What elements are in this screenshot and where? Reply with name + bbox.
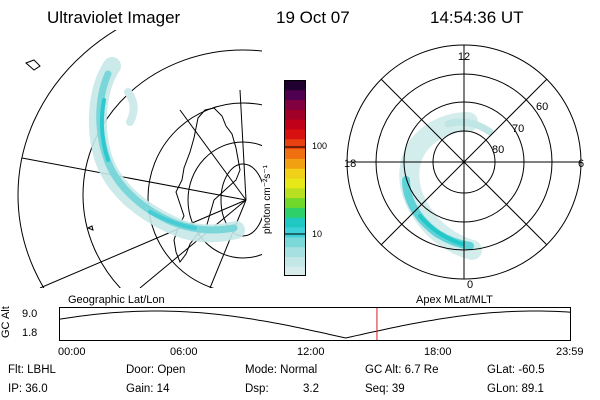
coastline — [86, 225, 94, 231]
colorbar-tick-label: 100 — [312, 141, 328, 151]
meridian-line — [209, 199, 247, 288]
instrument-title: Ultraviolet Imager — [47, 8, 181, 27]
meridian-line — [139, 199, 247, 288]
meridian-line — [179, 109, 247, 201]
colorbar-cell — [284, 109, 306, 120]
seq-readout: Seq: 39 — [365, 383, 405, 395]
auroral-oval — [88, 57, 245, 243]
timeline-y-tick: 9.0 — [22, 308, 38, 320]
timeline-x-tick: 23:59 — [556, 346, 584, 358]
timeline-x-tick: 00:00 — [58, 346, 86, 358]
mlat-label: 70 — [512, 123, 524, 135]
glat-readout: GLat: -60.5 — [487, 364, 545, 376]
mode-readout: Mode: Normal — [245, 364, 318, 376]
timeline-x-tick: 06:00 — [170, 346, 198, 358]
colorbar-cell — [284, 80, 306, 91]
latitude-arc — [82, 49, 262, 288]
mlt-axis — [380, 78, 548, 246]
colorbar-cell — [284, 187, 306, 199]
auroral-oval — [399, 112, 494, 260]
colorbar-cell — [284, 227, 306, 238]
colorbar-cell — [284, 168, 306, 179]
timeline-y-tick: 1.8 — [22, 327, 38, 339]
ip-readout: IP: 36.0 — [8, 383, 48, 395]
coastline — [25, 59, 41, 71]
colorbar-cell — [284, 236, 306, 248]
meridian-line — [21, 157, 247, 201]
orbit-altitude-curve — [59, 310, 572, 339]
mlat-label: 60 — [536, 101, 548, 113]
colorbar-cell — [284, 207, 306, 218]
gain-readout: Gain: 14 — [126, 383, 170, 395]
door-readout: Door: Open — [126, 364, 186, 376]
latitude-arc — [17, 30, 117, 288]
mlt-label-midnight: 0 — [467, 279, 473, 290]
colorbar-cell — [284, 89, 306, 101]
colorbar-cell — [284, 266, 306, 276]
latitude-arc — [147, 102, 262, 288]
timeline-x-tick: 18:00 — [424, 346, 452, 358]
gc-alt-readout: GC Alt: 6.7 Re — [365, 364, 439, 376]
polar-plot-panel: 12 18 6 0 60 70 80 — [344, 44, 584, 290]
geographic-map-panel — [17, 30, 262, 288]
colorbar-unit-label: photon cm⁻²s⁻¹ — [262, 165, 273, 234]
colorbar — [284, 80, 306, 276]
colorbar-cell — [284, 217, 306, 228]
colorbar-cell — [284, 158, 306, 169]
colorbar-cell — [284, 99, 306, 110]
latitude-arc — [220, 163, 262, 237]
dsp-label: Dsp: — [245, 383, 269, 395]
glon-readout: GLon: 89.1 — [487, 383, 544, 395]
colorbar-cell — [284, 178, 306, 189]
colorbar-cell — [284, 138, 306, 150]
colorbar-cell — [284, 148, 306, 159]
time-label: 14:54:36 UT — [430, 8, 524, 27]
colorbar-cell — [284, 246, 306, 257]
geographic-panel-label: Geographic Lat/Lon — [68, 294, 165, 306]
date-label: 19 Oct 07 — [276, 8, 350, 27]
colorbar-cell — [284, 119, 306, 130]
dsp-value: 3.2 — [303, 383, 319, 395]
colorbar-cell — [284, 197, 306, 208]
filter-readout: Flt: LBHL — [8, 364, 56, 376]
timeline-y-axis-label: GC Alt — [0, 306, 12, 338]
mlt-label-dusk: 18 — [344, 158, 356, 170]
meridian-line — [239, 89, 247, 201]
colorbar-cell — [284, 256, 306, 267]
polar-panel-label: Apex MLat/MLT — [416, 294, 493, 306]
mlt-label-noon: 12 — [458, 51, 470, 63]
altitude-timeline — [59, 307, 572, 341]
colorbar-tick-label: 10 — [312, 229, 323, 239]
meridian-line — [39, 199, 247, 288]
mlat-label: 80 — [492, 144, 504, 156]
timeline-x-tick: 12:00 — [297, 346, 325, 358]
mlt-label-dawn: 6 — [578, 158, 584, 170]
colorbar-cell — [284, 129, 306, 140]
